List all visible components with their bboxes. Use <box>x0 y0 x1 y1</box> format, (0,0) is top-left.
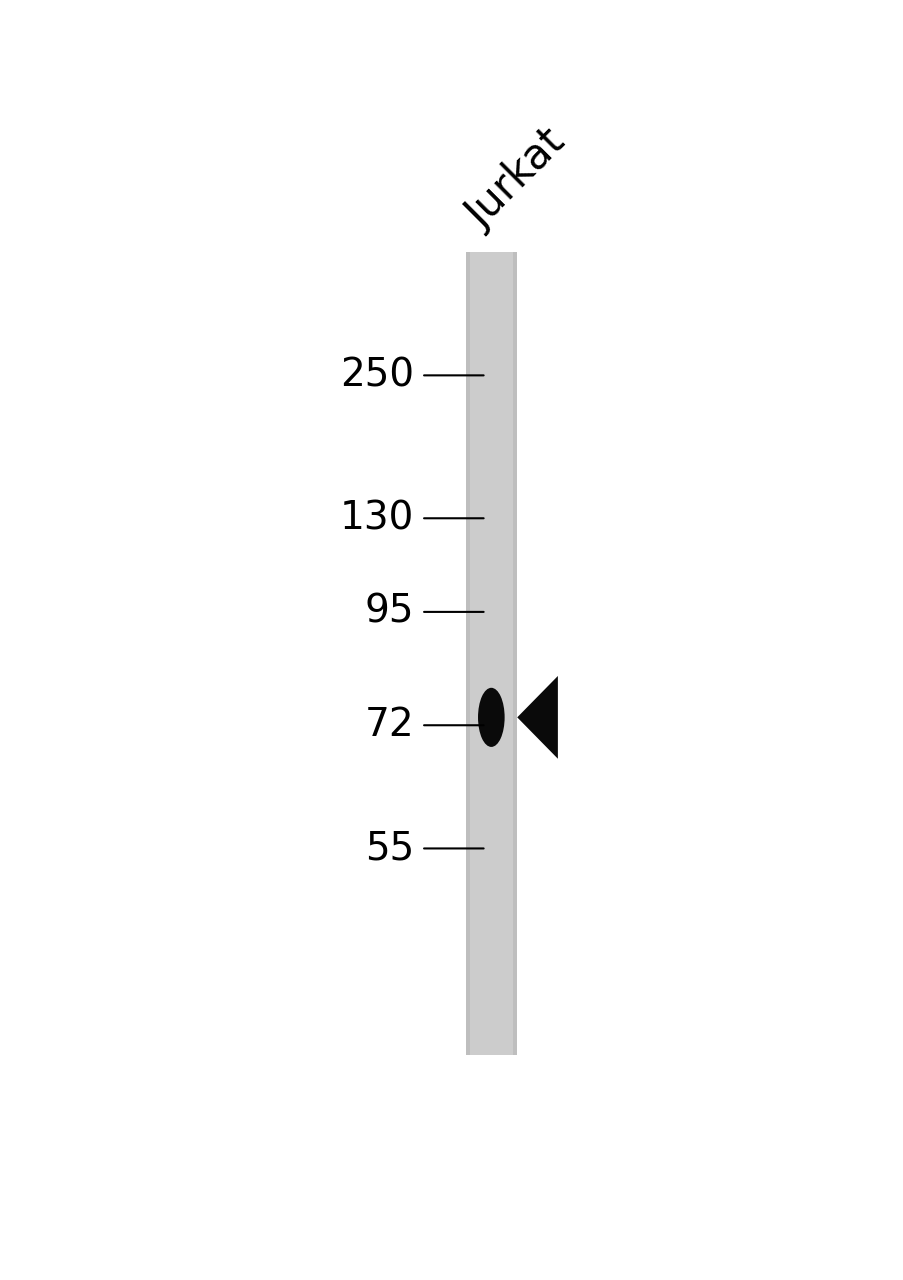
Text: 72: 72 <box>364 707 414 744</box>
Bar <box>466 252 516 1056</box>
Polygon shape <box>517 676 557 759</box>
Text: 250: 250 <box>340 356 414 394</box>
Text: 95: 95 <box>364 593 414 631</box>
Bar <box>466 252 470 1056</box>
Text: 130: 130 <box>340 499 414 538</box>
Text: 55: 55 <box>365 829 414 868</box>
Text: Jurkat: Jurkat <box>458 122 573 237</box>
Bar <box>512 252 516 1056</box>
Ellipse shape <box>478 687 504 748</box>
